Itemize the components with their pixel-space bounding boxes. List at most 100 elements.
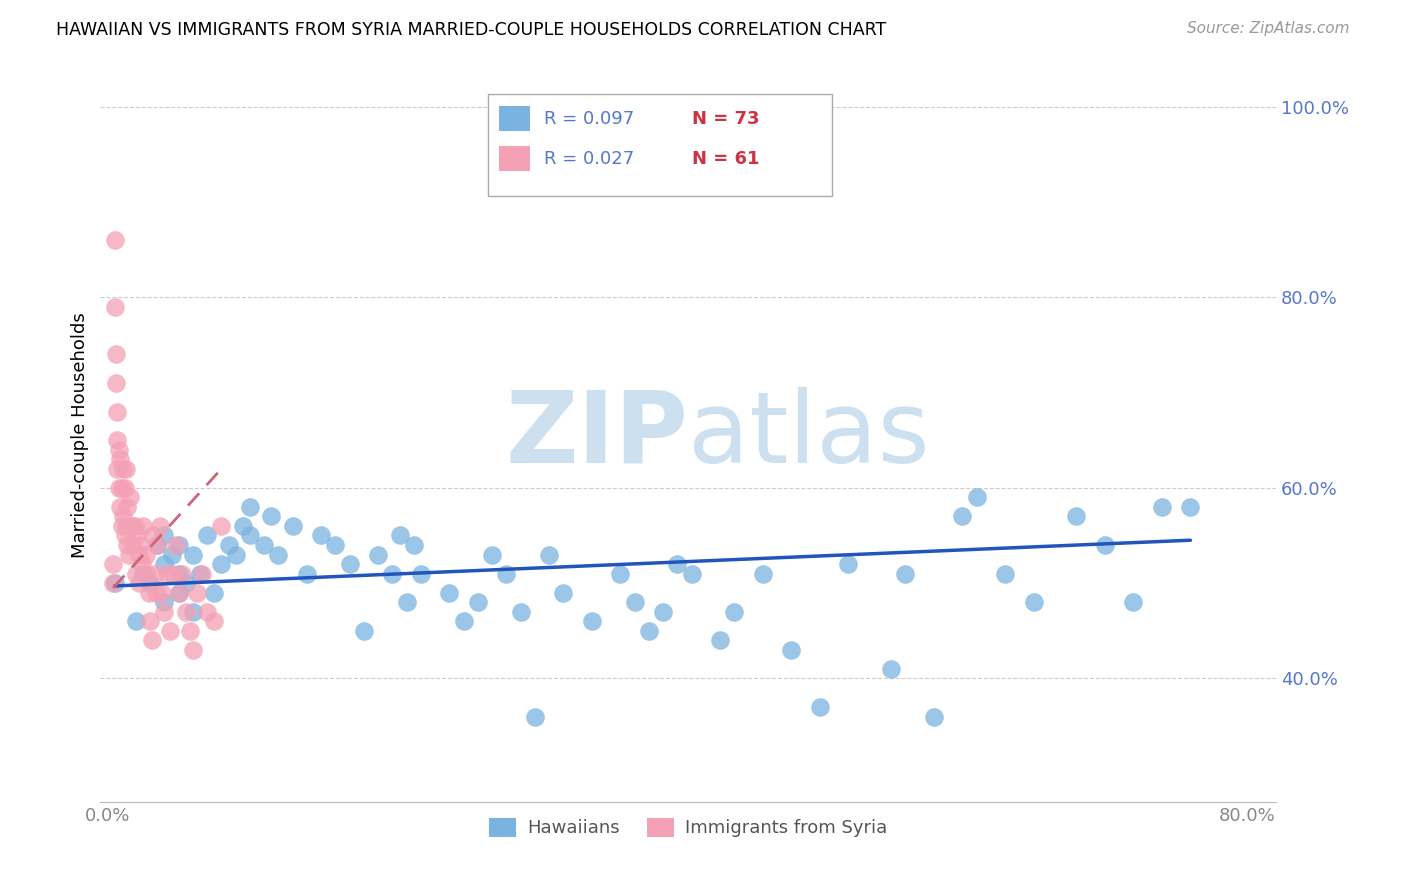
Point — [146, 538, 169, 552]
Point — [232, 519, 254, 533]
Point — [402, 538, 425, 552]
Point — [105, 376, 128, 390]
Point — [723, 605, 745, 619]
Point — [966, 491, 988, 505]
Point — [114, 528, 136, 542]
Point — [105, 347, 128, 361]
Point — [131, 557, 153, 571]
Point — [104, 576, 127, 591]
Point — [111, 519, 134, 533]
Point — [681, 566, 703, 581]
Point — [153, 605, 176, 619]
Point — [150, 585, 173, 599]
Point — [553, 585, 575, 599]
Point — [112, 462, 135, 476]
Point — [202, 585, 225, 599]
Point — [952, 509, 974, 524]
Point — [139, 614, 162, 628]
Point — [162, 566, 184, 581]
Point — [174, 576, 197, 591]
Point — [409, 566, 432, 581]
Point — [149, 519, 172, 533]
Point — [195, 528, 218, 542]
Point — [353, 624, 375, 638]
Point — [1094, 538, 1116, 552]
Point — [136, 566, 159, 581]
Point — [122, 538, 145, 552]
Point — [181, 642, 204, 657]
Point — [141, 633, 163, 648]
Point — [117, 500, 139, 514]
Point — [104, 233, 127, 247]
Point — [129, 538, 152, 552]
Legend: Hawaiians, Immigrants from Syria: Hawaiians, Immigrants from Syria — [482, 811, 894, 845]
Point — [142, 528, 165, 542]
Point — [114, 481, 136, 495]
Point — [267, 548, 290, 562]
Point — [253, 538, 276, 552]
Point — [118, 548, 141, 562]
Point — [523, 709, 546, 723]
Point — [174, 605, 197, 619]
Point — [138, 585, 160, 599]
Point — [666, 557, 689, 571]
Text: N = 61: N = 61 — [692, 150, 759, 168]
Point — [395, 595, 418, 609]
Point — [153, 595, 176, 609]
Point — [101, 576, 124, 591]
Point — [167, 538, 190, 552]
Text: R = 0.027: R = 0.027 — [544, 150, 634, 168]
Point — [120, 491, 142, 505]
Point — [211, 557, 233, 571]
Point — [652, 605, 675, 619]
Point — [101, 557, 124, 571]
Point — [453, 614, 475, 628]
Point — [1122, 595, 1144, 609]
Point — [121, 519, 143, 533]
Point — [143, 566, 166, 581]
Point — [167, 585, 190, 599]
Text: N = 73: N = 73 — [692, 110, 759, 128]
Point — [117, 538, 139, 552]
Text: R = 0.097: R = 0.097 — [544, 110, 634, 128]
Point — [167, 566, 190, 581]
Point — [239, 528, 262, 542]
Point — [709, 633, 731, 648]
Point — [281, 519, 304, 533]
Point — [115, 462, 138, 476]
Point — [107, 462, 129, 476]
Point — [128, 576, 150, 591]
Point — [381, 566, 404, 581]
Point — [111, 481, 134, 495]
Point — [239, 500, 262, 514]
Point — [160, 548, 183, 562]
Y-axis label: Married-couple Households: Married-couple Households — [72, 312, 89, 558]
Point — [104, 300, 127, 314]
Point — [190, 566, 212, 581]
Point — [495, 566, 517, 581]
Point — [538, 548, 561, 562]
Point — [752, 566, 775, 581]
Text: Source: ZipAtlas.com: Source: ZipAtlas.com — [1187, 21, 1350, 37]
Point — [339, 557, 361, 571]
Point — [167, 585, 190, 599]
Point — [880, 662, 903, 676]
Point — [1150, 500, 1173, 514]
Point — [638, 624, 661, 638]
Point — [623, 595, 645, 609]
Point — [837, 557, 859, 571]
Point — [125, 614, 148, 628]
Point — [922, 709, 945, 723]
Point — [260, 509, 283, 524]
Text: atlas: atlas — [688, 387, 929, 483]
Point — [325, 538, 347, 552]
Point — [218, 538, 240, 552]
Point — [439, 585, 461, 599]
Point — [1066, 509, 1088, 524]
Point — [124, 519, 146, 533]
Point — [170, 566, 193, 581]
Point — [388, 528, 411, 542]
Point — [1180, 500, 1202, 514]
Point — [894, 566, 917, 581]
Point — [1022, 595, 1045, 609]
